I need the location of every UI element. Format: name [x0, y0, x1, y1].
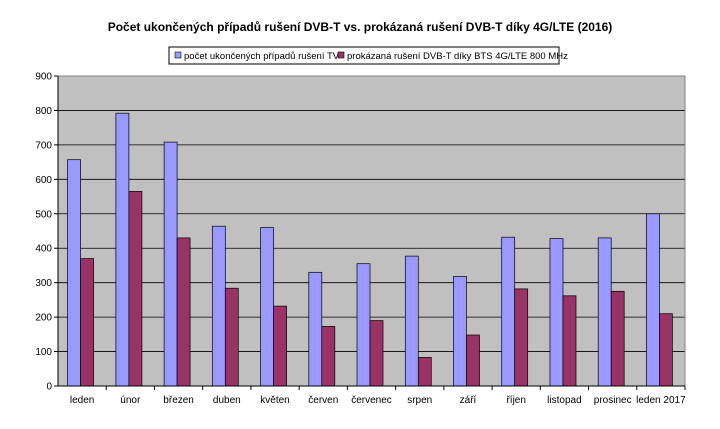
x-tick-label: květen: [260, 395, 289, 406]
bar-series-1: [163, 141, 178, 387]
chart-title: Počet ukončených případů rušení DVB-T vs…: [108, 20, 613, 34]
bar-series-1: [453, 276, 467, 387]
bar-series-1: [211, 225, 226, 387]
bar-series-2: [224, 287, 239, 387]
bar-series-2: [321, 326, 336, 387]
y-tick-label: 900: [35, 72, 52, 83]
y-tick-label: 100: [35, 347, 52, 358]
x-tick-label: srpen: [407, 395, 432, 406]
x-tick-label: leden 2017: [636, 395, 686, 406]
legend-swatch-series-2: [337, 51, 345, 59]
y-tick-label: 600: [35, 175, 52, 186]
bar-series-2: [659, 313, 673, 387]
y-tick-label: 300: [35, 278, 52, 289]
x-tick-label: červen: [308, 395, 338, 406]
bar-series-2: [417, 357, 432, 387]
x-tick-label: leden: [70, 395, 94, 406]
bar-series-1: [308, 271, 323, 387]
bar-series-1: [67, 159, 81, 387]
bar-series-1: [501, 236, 516, 387]
bar-series-2: [610, 290, 625, 387]
legend-swatch-series-1: [174, 51, 182, 59]
bar-series-1: [597, 237, 612, 387]
y-tick-label: 400: [35, 244, 52, 255]
x-tick-label: září: [460, 395, 477, 406]
bar-series-1: [115, 112, 130, 387]
bar-series-1: [646, 213, 660, 387]
x-tick-label: duben: [213, 395, 241, 406]
x-tick-label: březen: [163, 395, 194, 406]
plot-area: 0 100 200 300 400 500 600 700 800 900 leden únor bře…: [35, 72, 686, 407]
bar-series-2: [273, 305, 287, 387]
bar-series-2: [562, 295, 577, 387]
legend-label-series-1: počet ukončených případů rušení TV: [184, 51, 340, 62]
y-tick-label: 200: [35, 313, 52, 324]
x-tick-label: listopad: [547, 395, 581, 406]
y-tick-label: 500: [35, 209, 52, 220]
bar-series-2: [128, 191, 143, 387]
bar-series-2: [514, 288, 529, 387]
y-tick-label: 700: [35, 140, 52, 151]
bar-series-2: [80, 258, 94, 387]
bar-series-1: [549, 238, 564, 387]
x-tick-label: říjen: [506, 395, 525, 406]
x-tick-label: únor: [120, 395, 141, 406]
bar-series-2: [466, 334, 480, 387]
bar-series-1: [404, 255, 419, 387]
bar-series-2: [176, 237, 191, 387]
legend-label-series-2: prokázaná rušení DVB-T díky BTS 4G/LTE 8…: [347, 51, 568, 62]
y-tick-label: 800: [35, 106, 52, 117]
y-tick-label: 0: [46, 382, 52, 393]
x-tick-label: červenec: [351, 395, 392, 406]
bar-series-2: [369, 320, 384, 387]
bar-series-1: [356, 263, 371, 387]
bar-series-1: [260, 227, 274, 387]
x-tick-label: prosinec: [594, 395, 632, 406]
legend-box: [168, 46, 560, 65]
legend: počet ukončených případů rušení TV proká…: [168, 46, 568, 65]
